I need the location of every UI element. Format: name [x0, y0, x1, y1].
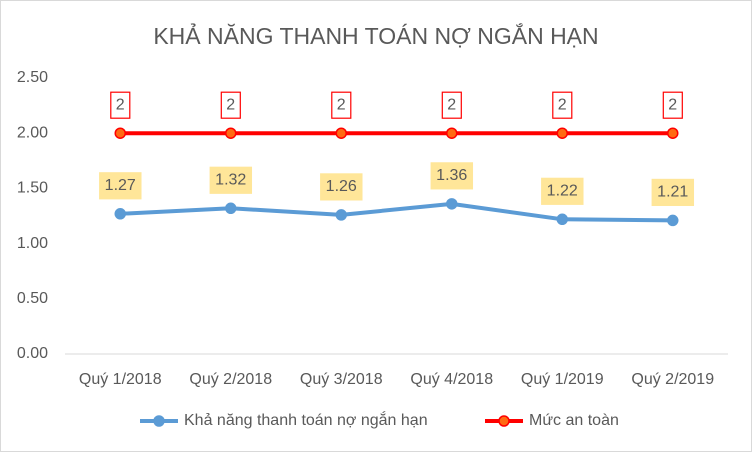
data-label: 2: [447, 96, 456, 113]
point: [225, 202, 237, 215]
data-label: 2: [558, 96, 567, 113]
point: [446, 127, 458, 139]
point: [446, 198, 458, 210]
chart-title: KHẢ NĂNG THANH TOÁN NỢ NGẮN HẠN: [153, 21, 598, 49]
series-line: [120, 201, 673, 223]
data-label: 1.27: [105, 177, 136, 194]
data-label: 1.21: [657, 184, 688, 201]
data-label: 2: [226, 96, 235, 113]
y-tick-label: 1.00: [17, 235, 48, 252]
y-tick-label: 2.00: [17, 124, 48, 141]
data-label-box: [651, 178, 695, 207]
point: [225, 127, 237, 139]
y-tick-label: 1.50: [17, 180, 48, 197]
data-label-box: [110, 91, 131, 119]
data-label: 2: [668, 96, 677, 113]
legend-marker: [153, 415, 165, 427]
point: [335, 127, 347, 139]
data-label: 1.32: [215, 171, 246, 188]
point: [667, 127, 679, 139]
data-label-box: [662, 91, 683, 119]
data-label: 2: [337, 96, 346, 113]
x-tick-label: Quý 4/2018: [410, 371, 493, 388]
data-label-box: [430, 162, 474, 190]
point: [556, 213, 568, 226]
point: [114, 127, 126, 139]
point: [335, 209, 347, 221]
legend-label: Mức an toàn: [529, 412, 619, 429]
data-label-box: [99, 172, 142, 200]
data-label-box: [331, 91, 352, 119]
point: [667, 214, 679, 227]
x-tick-label: Quý 1/2019: [521, 371, 604, 388]
point: [556, 127, 568, 139]
data-label: 2: [116, 96, 125, 113]
x-tick-label: Quý 3/2018: [300, 371, 383, 388]
y-tick-label: 0.50: [17, 290, 48, 307]
data-label-box: [320, 173, 363, 201]
point: [114, 208, 126, 220]
data-label: 1.22: [547, 183, 578, 200]
data-label-box: [220, 91, 241, 119]
data-label-box: [541, 177, 584, 205]
legend-label: Khả năng thanh toán nợ ngắn hạn: [184, 410, 428, 429]
data-label: 1.36: [436, 167, 467, 184]
data-label-box: [552, 91, 573, 119]
x-tick-label: Quý 2/2018: [189, 371, 272, 388]
x-tick-label: Quý 2/2019: [631, 371, 714, 388]
y-tick-label: 0.00: [17, 345, 48, 362]
x-tick-label: Quý 1/2018: [79, 371, 162, 388]
data-label-box: [209, 166, 253, 194]
legend-marker: [498, 415, 510, 427]
data-label-box: [441, 91, 462, 119]
data-label: 1.26: [326, 178, 357, 195]
y-tick-label: 2.50: [17, 69, 48, 86]
